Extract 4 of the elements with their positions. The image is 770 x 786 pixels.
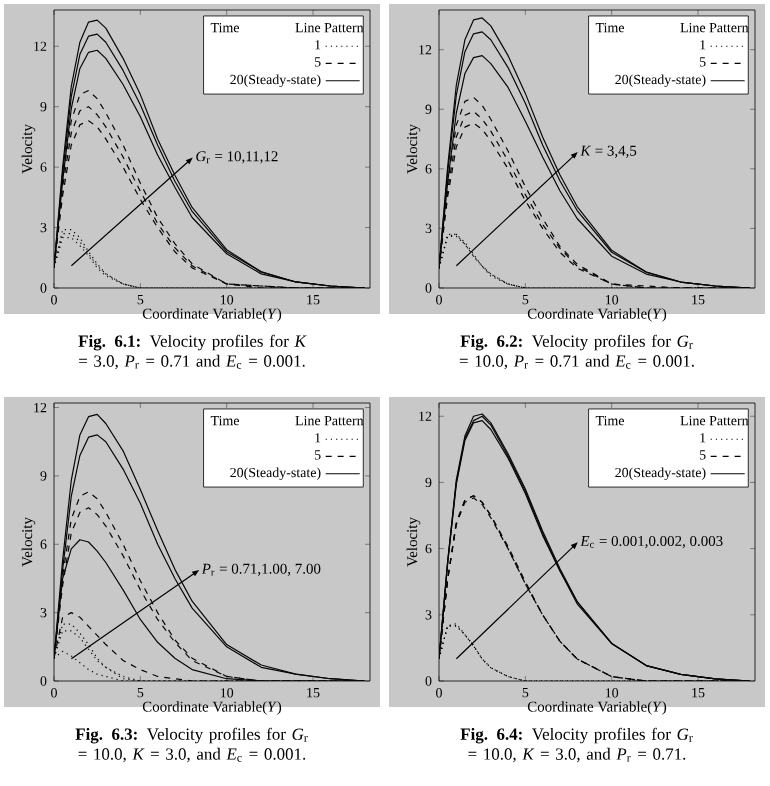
text: Fig. 6.4: Velocity profiles for G$_{r}$ = 10.0, K = 3.0, and P$_{r}$ = 0.71.: [460, 727, 693, 763]
text: Fig. 6.1: Velocity profiles for K = 3.0, P$_{r}$ = 0.71 and E$_{c}$ = 0.001.: [78, 334, 307, 370]
text: Fig. 6.3: Velocity profiles for G$_{r}$ = 10.0, K = 3.0, and E$_{c}$ = 0.001.: [75, 727, 308, 763]
text: Fig. 6.2: Velocity profiles for G$_{r}$ = 10.0, P$_{r}$ = 0.71 and E$_{c}$ = 0.001.: [459, 334, 694, 370]
